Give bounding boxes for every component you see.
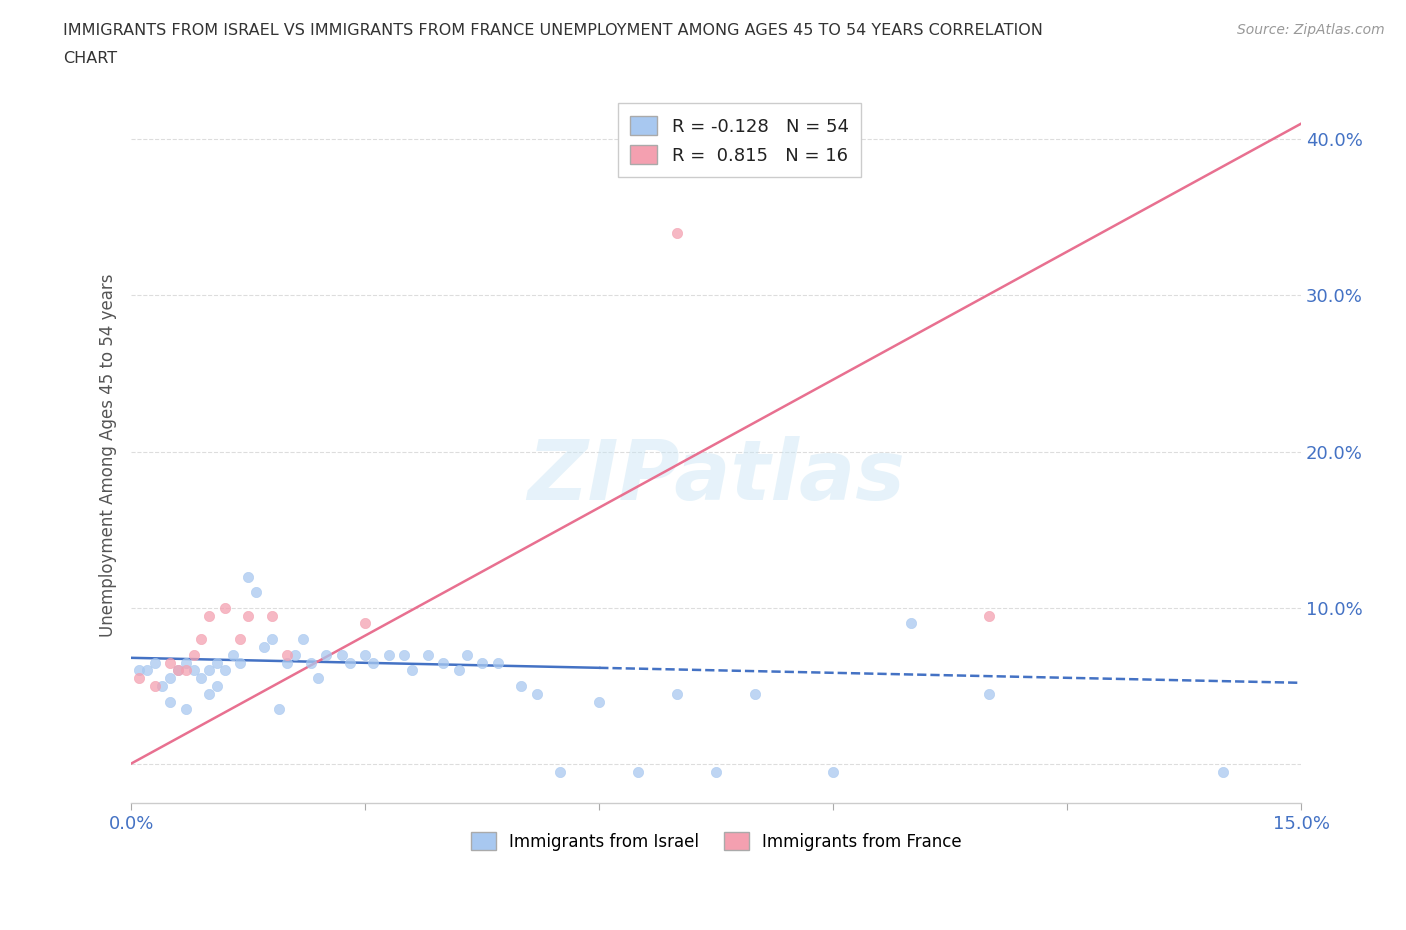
Point — [299, 655, 322, 670]
Point — [548, 764, 571, 779]
Point — [198, 686, 221, 701]
Point — [354, 647, 377, 662]
Point — [900, 616, 922, 631]
Point — [269, 702, 291, 717]
Point — [229, 655, 252, 670]
Point — [486, 655, 509, 670]
Point — [432, 655, 454, 670]
Point — [198, 663, 221, 678]
Point — [183, 647, 205, 662]
Point — [588, 694, 610, 709]
Point — [260, 608, 283, 623]
Point — [152, 679, 174, 694]
Point — [377, 647, 399, 662]
Point — [276, 647, 298, 662]
Point — [238, 569, 260, 584]
Point — [526, 686, 548, 701]
Text: ZIPatlas: ZIPatlas — [527, 436, 905, 517]
Point — [245, 585, 267, 600]
Point — [190, 631, 212, 646]
Point — [174, 663, 197, 678]
Text: Source: ZipAtlas.com: Source: ZipAtlas.com — [1237, 23, 1385, 37]
Point — [361, 655, 384, 670]
Point — [143, 679, 166, 694]
Point — [447, 663, 470, 678]
Point — [510, 679, 533, 694]
Y-axis label: Unemployment Among Ages 45 to 54 years: Unemployment Among Ages 45 to 54 years — [100, 273, 117, 637]
Point — [744, 686, 766, 701]
Point — [307, 671, 329, 685]
Point — [221, 647, 243, 662]
Point — [416, 647, 439, 662]
Point — [291, 631, 314, 646]
Point — [128, 671, 150, 685]
Point — [214, 601, 236, 616]
Point — [392, 647, 415, 662]
Point — [315, 647, 337, 662]
Point — [205, 655, 228, 670]
Point — [284, 647, 307, 662]
Point — [229, 631, 252, 646]
Point — [627, 764, 650, 779]
Point — [159, 671, 181, 685]
Point — [198, 608, 221, 623]
Point — [128, 663, 150, 678]
Legend: Immigrants from Israel, Immigrants from France: Immigrants from Israel, Immigrants from … — [464, 825, 969, 857]
Point — [666, 225, 689, 240]
Point — [214, 663, 236, 678]
Point — [979, 686, 1001, 701]
Point — [205, 679, 228, 694]
Point — [823, 764, 845, 779]
Text: IMMIGRANTS FROM ISRAEL VS IMMIGRANTS FROM FRANCE UNEMPLOYMENT AMONG AGES 45 TO 5: IMMIGRANTS FROM ISRAEL VS IMMIGRANTS FRO… — [63, 23, 1043, 38]
Point — [330, 647, 353, 662]
Point — [979, 608, 1001, 623]
Point — [354, 616, 377, 631]
Point — [471, 655, 494, 670]
Point — [276, 655, 298, 670]
Point — [190, 671, 212, 685]
Point — [159, 655, 181, 670]
Point — [401, 663, 423, 678]
Point — [174, 702, 197, 717]
Point — [135, 663, 157, 678]
Point — [666, 686, 689, 701]
Point — [167, 663, 190, 678]
Point — [183, 663, 205, 678]
Point — [174, 655, 197, 670]
Point — [260, 631, 283, 646]
Point — [456, 647, 478, 662]
Point — [238, 608, 260, 623]
Text: CHART: CHART — [63, 51, 117, 66]
Point — [339, 655, 361, 670]
Point — [1212, 764, 1234, 779]
Point — [253, 640, 276, 655]
Point — [167, 663, 190, 678]
Point — [704, 764, 727, 779]
Point — [143, 655, 166, 670]
Point — [159, 694, 181, 709]
